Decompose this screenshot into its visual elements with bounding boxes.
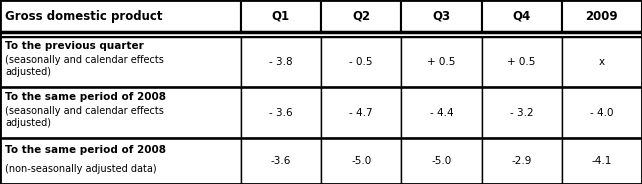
Text: Gross domestic product: Gross domestic product	[5, 10, 162, 23]
Bar	[0, 87, 241, 138]
Text: Q2: Q2	[352, 10, 370, 23]
Bar	[0, 138, 241, 184]
Bar	[482, 0, 562, 32]
Bar	[482, 87, 562, 138]
Text: (seasonally and calendar effects
adjusted): (seasonally and calendar effects adjuste…	[5, 106, 164, 128]
Text: Q1: Q1	[272, 10, 290, 23]
Text: Q4: Q4	[512, 10, 531, 23]
Text: - 3.2: - 3.2	[510, 108, 534, 118]
Text: (seasonally and calendar effects
adjusted): (seasonally and calendar effects adjuste…	[5, 55, 164, 77]
Text: -3.6: -3.6	[271, 156, 291, 166]
Bar	[321, 37, 401, 87]
Text: -2.9: -2.9	[512, 156, 532, 166]
Bar	[562, 138, 642, 184]
Text: To the same period of 2008: To the same period of 2008	[5, 144, 166, 155]
Text: To the previous quarter: To the previous quarter	[5, 41, 144, 51]
Text: -5.0: -5.0	[431, 156, 451, 166]
Text: + 0.5: + 0.5	[427, 57, 456, 67]
Text: (non-seasonally adjusted data): (non-seasonally adjusted data)	[5, 164, 157, 174]
Bar	[0, 37, 241, 87]
Text: - 4.4: - 4.4	[429, 108, 453, 118]
Text: Q3: Q3	[432, 10, 451, 23]
Bar	[401, 0, 482, 32]
Bar	[401, 37, 482, 87]
Bar	[401, 138, 482, 184]
Text: - 4.0: - 4.0	[590, 108, 614, 118]
Bar	[482, 37, 562, 87]
Bar	[321, 0, 401, 32]
Text: x: x	[599, 57, 605, 67]
Text: To the same period of 2008: To the same period of 2008	[5, 91, 166, 102]
Bar	[241, 138, 321, 184]
Bar	[562, 87, 642, 138]
Bar	[241, 87, 321, 138]
Text: 2009: 2009	[586, 10, 618, 23]
Text: - 3.8: - 3.8	[269, 57, 293, 67]
Bar	[321, 87, 401, 138]
Text: - 3.6: - 3.6	[269, 108, 293, 118]
Bar	[0, 0, 241, 32]
Text: + 0.5: + 0.5	[507, 57, 536, 67]
Text: - 4.7: - 4.7	[349, 108, 373, 118]
Bar	[0, 32, 642, 37]
Bar	[401, 87, 482, 138]
Bar	[562, 0, 642, 32]
Bar	[241, 37, 321, 87]
Bar	[321, 138, 401, 184]
Text: -5.0: -5.0	[351, 156, 371, 166]
Text: - 0.5: - 0.5	[349, 57, 373, 67]
Bar	[562, 37, 642, 87]
Bar	[241, 0, 321, 32]
Bar	[482, 138, 562, 184]
Text: -4.1: -4.1	[592, 156, 612, 166]
